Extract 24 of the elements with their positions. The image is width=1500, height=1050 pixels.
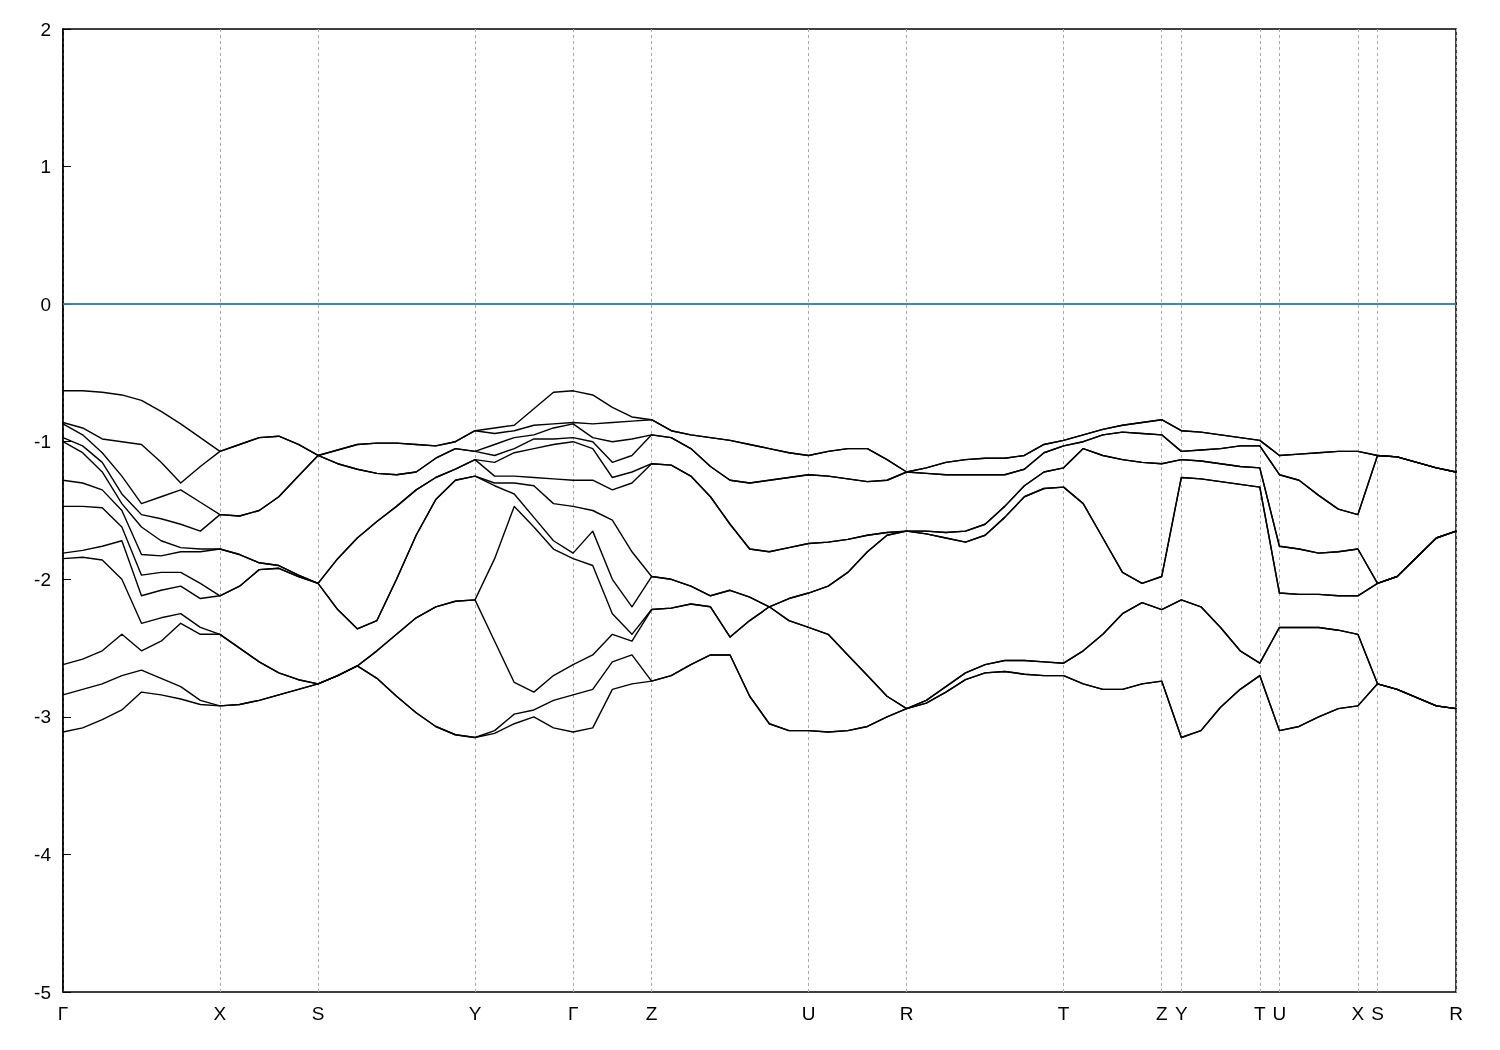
x-tick-label: Y bbox=[468, 1003, 482, 1024]
x-tick-label: Γ bbox=[57, 1003, 69, 1024]
x-tick-label: S bbox=[311, 1003, 325, 1024]
y-tick-label: -5 bbox=[34, 981, 51, 1003]
x-tick-label: S bbox=[1371, 1003, 1384, 1024]
x-tick-label: X bbox=[213, 1003, 227, 1024]
x-tick-label: R bbox=[1449, 1003, 1463, 1024]
x-tick-label: Γ bbox=[567, 1003, 579, 1024]
x-tick-label: Y bbox=[1174, 1003, 1188, 1024]
x-tick-label: T bbox=[1254, 1003, 1266, 1024]
y-tick-label: -4 bbox=[34, 843, 52, 865]
y-tick-label: 1 bbox=[40, 156, 51, 178]
x-tick-label: U bbox=[801, 1003, 816, 1024]
y-tick-label: -2 bbox=[34, 568, 51, 590]
y-tick-label: -3 bbox=[34, 706, 51, 728]
x-tick-label: Z bbox=[645, 1003, 658, 1024]
x-tick-label: X bbox=[1351, 1003, 1365, 1024]
x-tick-label: R bbox=[899, 1003, 914, 1024]
x-tick-label: Z bbox=[1155, 1003, 1168, 1024]
y-tick-label: 0 bbox=[40, 293, 51, 315]
x-tick-label: U bbox=[1272, 1003, 1287, 1024]
y-tick-label: -1 bbox=[34, 431, 51, 453]
x-tick-label: T bbox=[1057, 1003, 1070, 1024]
y-tick-label: 2 bbox=[40, 18, 51, 40]
